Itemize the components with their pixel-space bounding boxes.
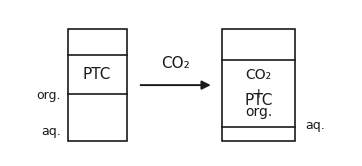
Text: CO₂
+
org.: CO₂ + org. — [245, 68, 272, 119]
Bar — [68, 29, 127, 141]
Text: aq.: aq. — [41, 125, 61, 138]
Text: aq.: aq. — [305, 119, 324, 132]
Bar — [222, 29, 295, 141]
Text: PTC: PTC — [83, 67, 111, 82]
Text: PTC: PTC — [244, 93, 273, 108]
Text: org.: org. — [36, 89, 61, 102]
Text: CO₂: CO₂ — [161, 56, 190, 71]
